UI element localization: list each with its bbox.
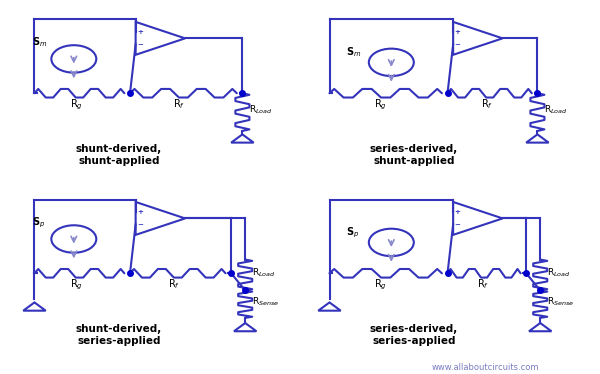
Text: R$_{Sense}$: R$_{Sense}$ [547, 295, 574, 308]
Text: R$_g$: R$_g$ [70, 278, 83, 292]
Text: R$_f$: R$_f$ [168, 277, 181, 291]
Text: series-derived,
series-applied: series-derived, series-applied [370, 324, 458, 346]
Text: R$_g$: R$_g$ [374, 97, 388, 112]
Text: −: − [137, 221, 143, 228]
Text: +: + [137, 29, 143, 35]
Text: +: + [455, 29, 461, 35]
Text: R$_f$: R$_f$ [477, 277, 489, 291]
Text: S$_m$: S$_m$ [32, 35, 47, 49]
Text: shunt-derived,
shunt-applied: shunt-derived, shunt-applied [76, 144, 162, 166]
Text: S$_p$: S$_p$ [32, 216, 45, 230]
Text: series-derived,
shunt-applied: series-derived, shunt-applied [370, 144, 458, 166]
Text: www.allaboutcircuits.com: www.allaboutcircuits.com [432, 363, 539, 372]
Text: R$_{Sense}$: R$_{Sense}$ [252, 295, 280, 308]
Text: −: − [455, 221, 461, 228]
Text: S$_m$: S$_m$ [346, 46, 362, 59]
Text: +: + [137, 209, 143, 215]
Text: R$_f$: R$_f$ [173, 97, 185, 111]
Text: R$_g$: R$_g$ [70, 97, 83, 112]
Text: −: − [137, 42, 143, 47]
Text: R$_f$: R$_f$ [481, 97, 493, 111]
Text: shunt-derived,
series-applied: shunt-derived, series-applied [76, 324, 162, 346]
Text: R$_g$: R$_g$ [374, 278, 388, 292]
Text: S$_p$: S$_p$ [346, 226, 359, 240]
Text: −: − [455, 42, 461, 47]
Text: R$_{Load}$: R$_{Load}$ [250, 103, 273, 116]
Text: R$_{Load}$: R$_{Load}$ [544, 103, 568, 116]
Text: R$_{Load}$: R$_{Load}$ [252, 266, 276, 279]
Text: R$_{Load}$: R$_{Load}$ [547, 266, 571, 279]
Text: +: + [455, 209, 461, 215]
